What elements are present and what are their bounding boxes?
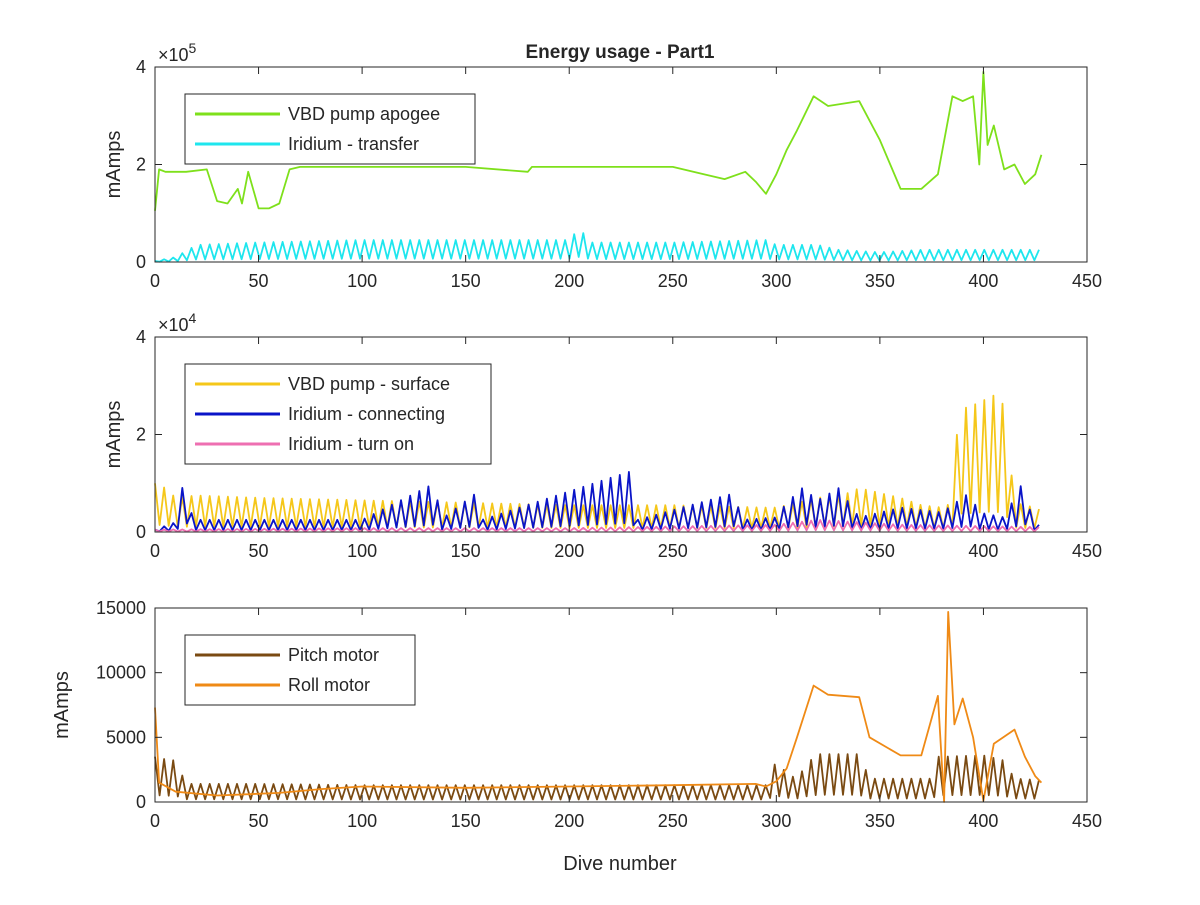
x-tick-label: 400: [968, 811, 998, 831]
legend-entry: Iridium - transfer: [288, 134, 419, 154]
y-tick-label: 2: [136, 425, 146, 445]
legend-box: [184, 93, 476, 165]
legend-entry: VBD pump apogee: [288, 104, 440, 124]
x-tick-label: 450: [1072, 811, 1102, 831]
x-tick-label: 150: [451, 541, 481, 561]
series-group: [154, 611, 1043, 803]
x-tick-label: 300: [761, 811, 791, 831]
y-tick-label: 0: [136, 252, 146, 272]
y-exponent-label: ×105: [158, 40, 197, 65]
figure-title: Energy usage - Part1: [525, 42, 714, 63]
x-tick-label: 450: [1072, 541, 1102, 561]
series-line-1: [154, 753, 1040, 801]
y-tick-label: 4: [136, 57, 146, 77]
y-axis-label: mAmps: [103, 401, 125, 469]
x-tick-label: 300: [761, 541, 791, 561]
subplot-2: 0 50 100 150 200 250 300 350 400 450024×104mAmpsV…: [103, 310, 1102, 561]
legend-entry: Iridium - connecting: [288, 404, 445, 424]
series-line-2: [154, 232, 1040, 263]
x-tick-label: 200: [554, 271, 584, 291]
y-tick-label: 15000: [96, 598, 146, 618]
x-tick-label: 300: [761, 271, 791, 291]
x-tick-label: 400: [968, 541, 998, 561]
x-tick-label: 100: [347, 811, 377, 831]
x-tick-label: 450: [1072, 271, 1102, 291]
series-line-2: [154, 471, 1040, 533]
x-tick-label: 0: [150, 811, 160, 831]
axes-box: [154, 607, 1088, 803]
y-axis-label: mAmps: [51, 671, 73, 739]
subplot-3: 0 50 100 150 200 250 300 350 400 450 0 5000 10000 150…: [51, 598, 1102, 831]
x-tick-label: 350: [865, 811, 895, 831]
x-tick-label: 50: [249, 271, 269, 291]
series-group: [154, 394, 1040, 533]
y-tick-label: 2: [136, 155, 146, 175]
x-tick-label: 250: [658, 271, 688, 291]
x-tick-label: 150: [451, 271, 481, 291]
x-tick-label: 50: [249, 811, 269, 831]
y-exponent-power: 5: [189, 40, 197, 56]
x-tick-label: 100: [347, 271, 377, 291]
legend-entry: Iridium - turn on: [288, 434, 414, 454]
y-tick-label: 0: [136, 522, 146, 542]
y-tick-label: 10000: [96, 663, 146, 683]
series-line-3: [154, 519, 1040, 533]
y-exponent-power: 4: [189, 310, 197, 326]
series-group: [154, 71, 1043, 263]
series-line-1: [154, 394, 1040, 530]
y-tick-label: 5000: [106, 727, 146, 747]
x-tick-label: 100: [347, 541, 377, 561]
legend-entry: Roll motor: [288, 675, 370, 695]
legend-box: [184, 634, 416, 706]
x-tick-label: 0: [150, 541, 160, 561]
x-tick-label: 150: [451, 811, 481, 831]
y-tick-label: 4: [136, 327, 146, 347]
x-tick-label: 400: [968, 271, 998, 291]
x-tick-label: 250: [658, 811, 688, 831]
x-tick-label: 50: [249, 541, 269, 561]
x-tick-label: 350: [865, 271, 895, 291]
series-line-1: [154, 71, 1043, 211]
x-tick-label: 200: [554, 541, 584, 561]
legend-entry: Pitch motor: [288, 645, 379, 665]
y-axis-label: mAmps: [103, 131, 125, 199]
y-tick-label: 0: [136, 792, 146, 812]
x-tick-label: 350: [865, 541, 895, 561]
x-tick-label: 250: [658, 541, 688, 561]
subplot-1: 0 50 100 150 200 250 300 350 400 450 0 2 4 ×105 mAmps V…: [103, 40, 1102, 291]
x-tick-label: 0: [150, 271, 160, 291]
legend-entry: VBD pump - surface: [288, 374, 450, 394]
x-axis-label: Dive number: [563, 853, 677, 875]
y-exponent-label: ×104: [158, 310, 197, 335]
series-line-2: [154, 611, 1043, 803]
x-tick-label: 200: [554, 811, 584, 831]
